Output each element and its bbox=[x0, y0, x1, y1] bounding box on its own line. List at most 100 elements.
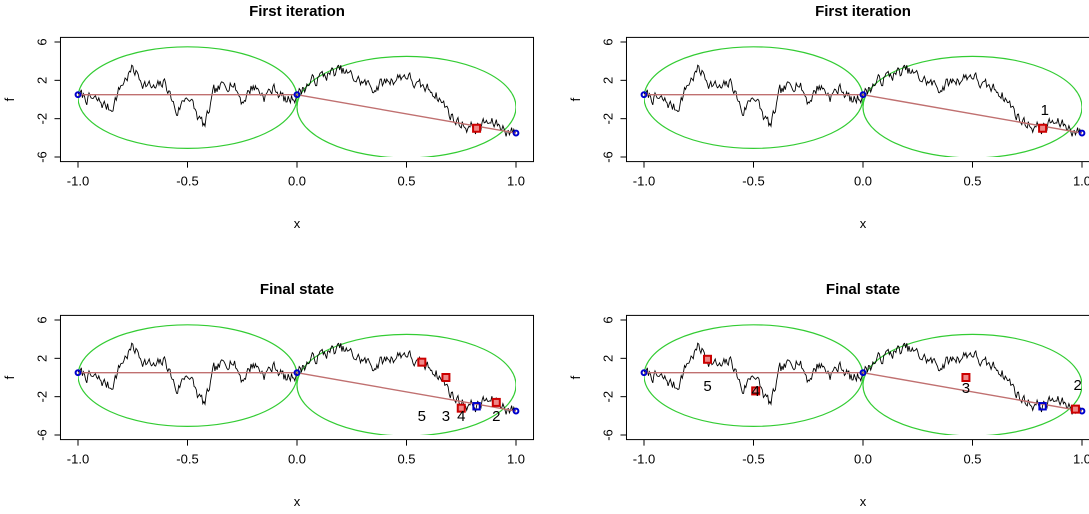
sample-point-blue bbox=[74, 91, 82, 99]
sample-point-blue bbox=[293, 369, 301, 377]
sample-point-red bbox=[961, 373, 971, 382]
x-tick-label: 0.0 bbox=[854, 452, 872, 467]
x-tick-label: 0.5 bbox=[397, 174, 415, 189]
y-tick-label: -6 bbox=[34, 151, 49, 163]
trust-region-ellipse bbox=[862, 55, 1082, 157]
x-tick-label: 0.0 bbox=[288, 174, 306, 189]
x-tick-label: 1.0 bbox=[507, 174, 525, 189]
sample-point-blue bbox=[293, 91, 301, 99]
point-annotation: 1 bbox=[1041, 102, 1049, 119]
sample-point-red bbox=[472, 123, 482, 133]
sample-point-red bbox=[441, 373, 451, 382]
trust-region-ellipse bbox=[862, 333, 1082, 435]
sample-point-red bbox=[751, 386, 761, 396]
y-tick-label: -2 bbox=[600, 391, 615, 403]
trust-region-ellipse bbox=[296, 333, 516, 435]
x-tick-label: -0.5 bbox=[176, 452, 198, 467]
y-tick-label: -2 bbox=[600, 113, 615, 125]
panel-1: First iteration -1.0 -0.5 0.0 0.5 1.0 -6 -2 2 6 x f bbox=[2, 3, 535, 231]
y-axis-label: f bbox=[2, 375, 17, 379]
trust-region-ellipse bbox=[644, 324, 864, 427]
x-tick-label: 0.5 bbox=[397, 452, 415, 467]
x-axis-label: x bbox=[860, 216, 867, 231]
y-tick-label: -2 bbox=[34, 113, 49, 125]
panel-4: Final state -1.0 -0.5 0.0 0.5 1.0 -6 -2 2 6 x f 5 4 3 2 bbox=[568, 281, 1089, 509]
point-annotation: 2 bbox=[492, 408, 500, 425]
point-annotation: 2 bbox=[1073, 377, 1081, 394]
point-annotation: 3 bbox=[962, 380, 970, 397]
sample-point-blue bbox=[1078, 129, 1086, 137]
point-annotation: 4 bbox=[457, 408, 465, 425]
x-tick-label: -0.5 bbox=[742, 174, 764, 189]
y-tick-label: 6 bbox=[34, 38, 49, 45]
x-axis-label: x bbox=[294, 216, 301, 231]
panel-2: First iteration -1.0 -0.5 0.0 0.5 1.0 -6 -2 2 6 x f… bbox=[568, 3, 1089, 231]
trust-region-ellipse bbox=[296, 55, 516, 157]
y-axis-label: f bbox=[2, 97, 17, 101]
point-annotation: 3 bbox=[442, 408, 450, 425]
trust-region-ellipse bbox=[78, 46, 298, 149]
panel-title: First iteration bbox=[815, 3, 911, 20]
sample-point-blue bbox=[512, 129, 520, 137]
point-annotation: 4 bbox=[752, 383, 760, 400]
surrogate-line bbox=[78, 94, 516, 134]
x-tick-label: 0.0 bbox=[288, 452, 306, 467]
x-axis-label: x bbox=[294, 494, 301, 509]
sample-point-red bbox=[1070, 404, 1080, 414]
point-annotation: 5 bbox=[418, 408, 426, 425]
x-tick-label: 0.5 bbox=[963, 452, 981, 467]
x-tick-label: -1.0 bbox=[633, 174, 655, 189]
y-tick-label: 6 bbox=[34, 316, 49, 323]
sample-point-blue bbox=[640, 91, 648, 99]
surrogate-line bbox=[644, 94, 1082, 134]
x-tick-label: -0.5 bbox=[742, 452, 764, 467]
x-tick-label: -0.5 bbox=[176, 174, 198, 189]
y-tick-label: 2 bbox=[34, 77, 49, 84]
panel-title: Final state bbox=[826, 281, 900, 298]
y-tick-label: 6 bbox=[600, 38, 615, 45]
plot-frame bbox=[59, 314, 535, 441]
surrogate-line bbox=[644, 372, 1082, 412]
y-tick-label: 2 bbox=[600, 355, 615, 362]
sample-point-red bbox=[491, 397, 501, 407]
sample-point-red bbox=[703, 354, 713, 364]
x-tick-label: -1.0 bbox=[67, 452, 89, 467]
sample-point-blue bbox=[640, 369, 648, 377]
panel-3: Final state -1.0 -0.5 0.0 0.5 1.0 -6 -2 2 6 x f 5 3 4 2 bbox=[2, 281, 535, 509]
sample-point-blue bbox=[74, 369, 82, 377]
plot-area bbox=[78, 46, 516, 157]
sample-point-red bbox=[417, 357, 427, 367]
plot-area bbox=[644, 324, 1082, 435]
x-tick-label: 1.0 bbox=[1073, 452, 1089, 467]
trust-region-ellipse bbox=[78, 324, 298, 427]
y-tick-label: -6 bbox=[600, 151, 615, 163]
panel-title: Final state bbox=[260, 281, 334, 298]
sample-point-red bbox=[456, 403, 466, 413]
y-tick-label: 6 bbox=[600, 316, 615, 323]
trust-region-ellipse bbox=[644, 46, 864, 149]
y-axis-label: f bbox=[568, 97, 583, 101]
x-tick-label: 1.0 bbox=[1073, 174, 1089, 189]
sample-point-blue bbox=[512, 407, 520, 415]
y-tick-label: -6 bbox=[600, 429, 615, 441]
x-tick-label: 0.5 bbox=[963, 174, 981, 189]
x-tick-label: -1.0 bbox=[67, 174, 89, 189]
x-axis-label: x bbox=[860, 494, 867, 509]
panel-title: First iteration bbox=[249, 3, 345, 20]
sample-point-blue bbox=[1038, 402, 1047, 411]
x-tick-label: 0.0 bbox=[854, 174, 872, 189]
y-tick-label: -2 bbox=[34, 391, 49, 403]
y-tick-label: -6 bbox=[34, 429, 49, 441]
y-tick-label: 2 bbox=[34, 355, 49, 362]
y-tick-label: 2 bbox=[600, 77, 615, 84]
sample-point-blue bbox=[859, 91, 867, 99]
plot-area bbox=[644, 46, 1082, 157]
y-axis-label: f bbox=[568, 375, 583, 379]
point-annotation: 5 bbox=[703, 378, 711, 395]
x-tick-label: 1.0 bbox=[507, 452, 525, 467]
plot-frame bbox=[625, 314, 1089, 441]
x-tick-label: -1.0 bbox=[633, 452, 655, 467]
sample-point-blue bbox=[859, 369, 867, 377]
sample-point-blue bbox=[472, 402, 481, 411]
